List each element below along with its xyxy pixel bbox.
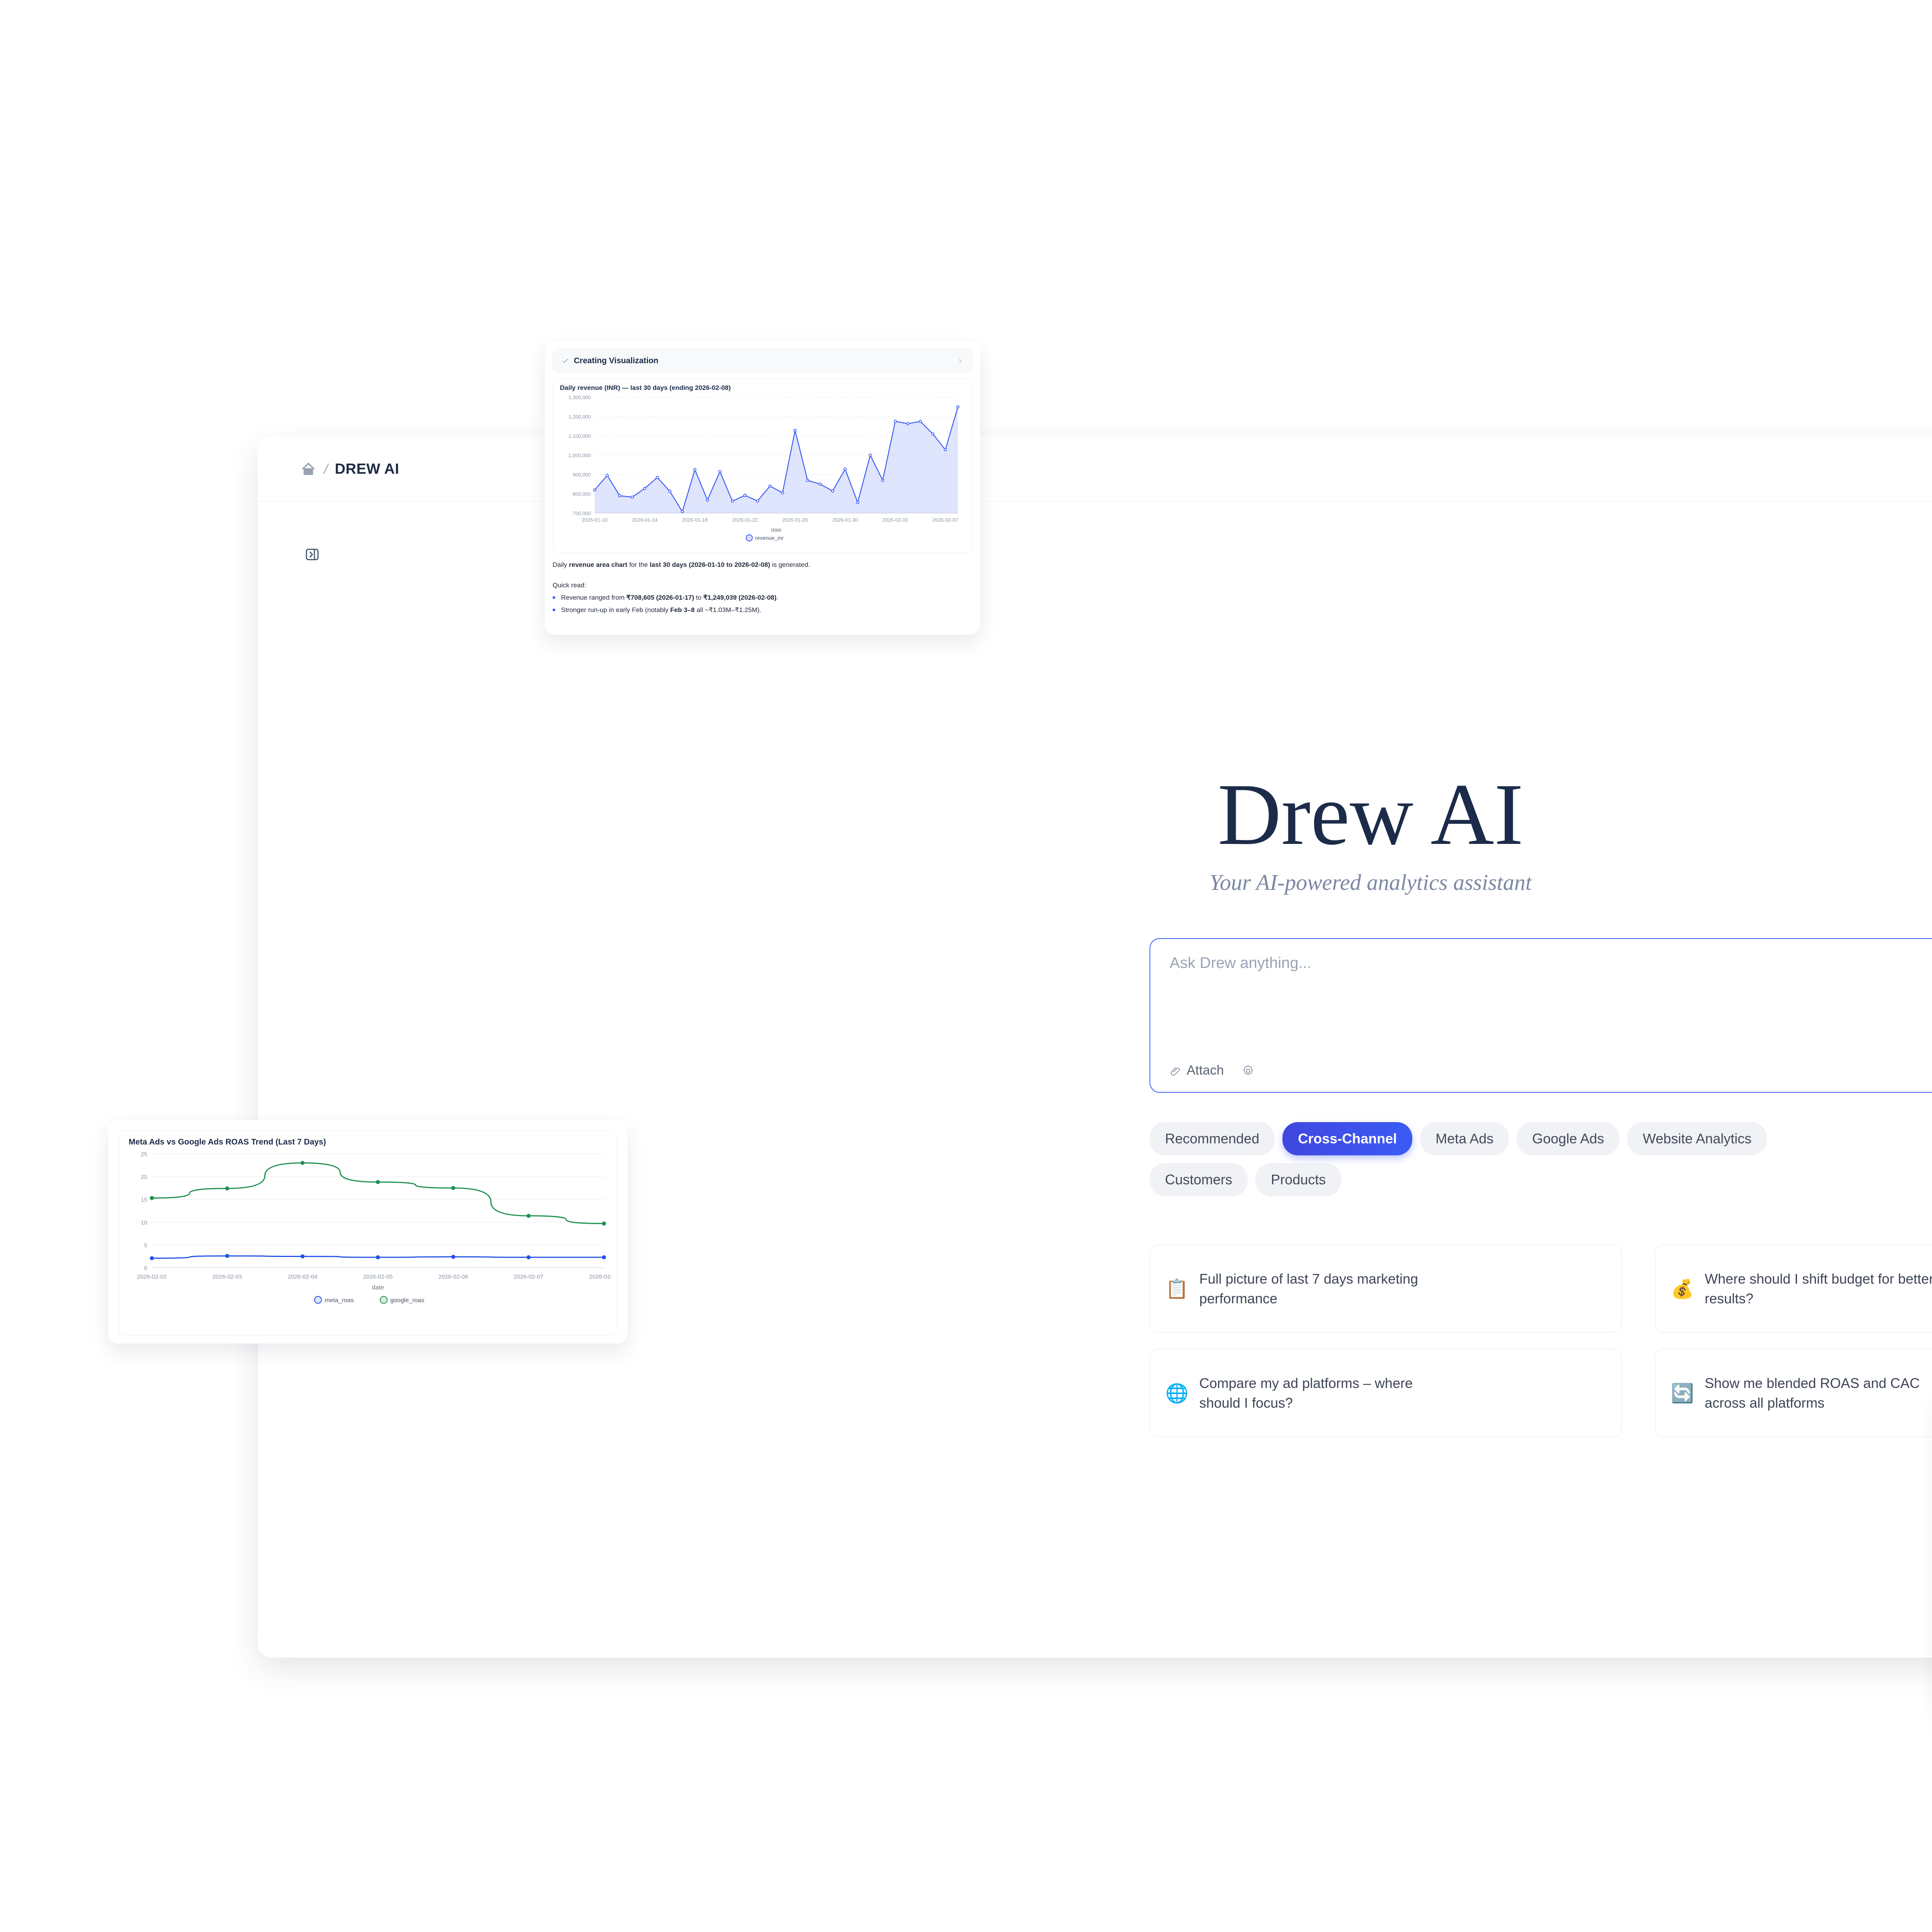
svg-text:2026-02-02: 2026-02-02 bbox=[137, 1274, 167, 1280]
svg-text:15: 15 bbox=[141, 1197, 147, 1203]
svg-text:20: 20 bbox=[141, 1174, 147, 1180]
svg-text:meta_roas: meta_roas bbox=[325, 1297, 354, 1304]
svg-text:25: 25 bbox=[141, 1151, 147, 1158]
svg-text:2026-02-05: 2026-02-05 bbox=[363, 1274, 393, 1280]
svg-text:google_roas: google_roas bbox=[390, 1297, 424, 1304]
svg-text:2026-02-08: 2026-02-08 bbox=[589, 1274, 612, 1280]
svg-text:date: date bbox=[771, 527, 781, 533]
svg-text:date: date bbox=[372, 1284, 384, 1291]
svg-text:2026-01-26: 2026-01-26 bbox=[782, 517, 808, 523]
svg-text:900,000: 900,000 bbox=[573, 472, 591, 478]
svg-text:1,000,000: 1,000,000 bbox=[568, 452, 591, 458]
svg-text:1,300,000: 1,300,000 bbox=[568, 395, 591, 400]
svg-text:2026-02-06: 2026-02-06 bbox=[439, 1274, 468, 1280]
svg-text:700,000: 700,000 bbox=[573, 510, 591, 516]
svg-text:10: 10 bbox=[141, 1219, 147, 1226]
svg-text:2026-02-07: 2026-02-07 bbox=[932, 517, 958, 523]
svg-text:revenue_inr: revenue_inr bbox=[755, 535, 784, 541]
svg-text:1,200,000: 1,200,000 bbox=[568, 414, 591, 420]
svg-text:5: 5 bbox=[144, 1242, 147, 1249]
svg-text:2026-01-30: 2026-01-30 bbox=[832, 517, 858, 523]
svg-text:1,100,000: 1,100,000 bbox=[568, 433, 591, 439]
svg-text:2026-02-03: 2026-02-03 bbox=[883, 517, 908, 523]
svg-text:2026-02-04: 2026-02-04 bbox=[288, 1274, 318, 1280]
svg-text:0: 0 bbox=[144, 1265, 147, 1272]
svg-text:2026-01-10: 2026-01-10 bbox=[582, 517, 608, 523]
svg-text:2026-02-07: 2026-02-07 bbox=[514, 1274, 544, 1280]
svg-text:800,000: 800,000 bbox=[573, 491, 591, 497]
svg-text:2026-01-18: 2026-01-18 bbox=[682, 517, 708, 523]
svg-text:2026-01-14: 2026-01-14 bbox=[632, 517, 658, 523]
svg-text:2026-02-03: 2026-02-03 bbox=[213, 1274, 242, 1280]
svg-text:2026-01-22: 2026-01-22 bbox=[732, 517, 758, 523]
